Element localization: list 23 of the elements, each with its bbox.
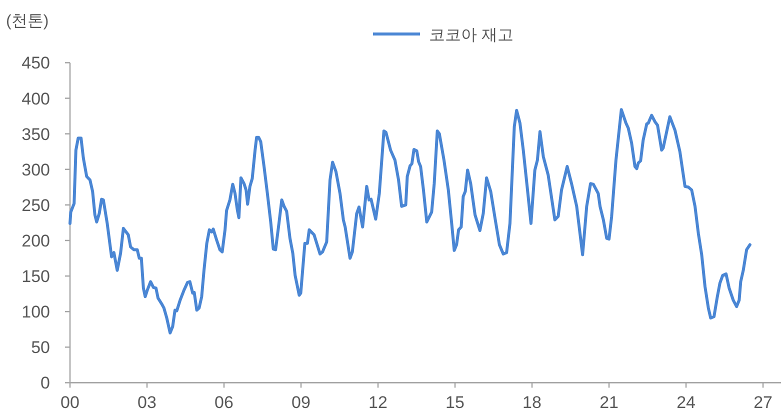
x-tick-label: 15 (446, 393, 464, 412)
line-series (68, 108, 752, 334)
y-tick-label: 450 (22, 54, 50, 73)
y-tick-label: 200 (22, 231, 50, 250)
y-tick-label: 400 (22, 89, 50, 108)
x-tick-label: 09 (292, 393, 310, 412)
y-tick-label: 50 (31, 338, 50, 358)
x-tick-label: 03 (138, 393, 156, 412)
x-tick-label: 21 (600, 393, 618, 412)
y-tick-label: 350 (22, 124, 50, 144)
y-axis-title: (천톤) (6, 13, 49, 30)
x-tick-label: 00 (60, 393, 80, 412)
x-tick-label: 27 (754, 393, 772, 412)
y-tick-label: 300 (22, 160, 50, 180)
x-tick-label: 24 (676, 393, 696, 412)
y-tick-label: 100 (22, 302, 50, 322)
x-tick-label: 18 (522, 393, 542, 412)
y-tick-label: 0 (40, 374, 50, 393)
y-tick-label: 150 (22, 267, 50, 286)
legend-label: 코코아 재고 (429, 27, 514, 44)
y-tick-label: 250 (22, 196, 50, 215)
x-tick-label: 12 (368, 393, 388, 412)
x-tick-label: 06 (214, 393, 234, 412)
